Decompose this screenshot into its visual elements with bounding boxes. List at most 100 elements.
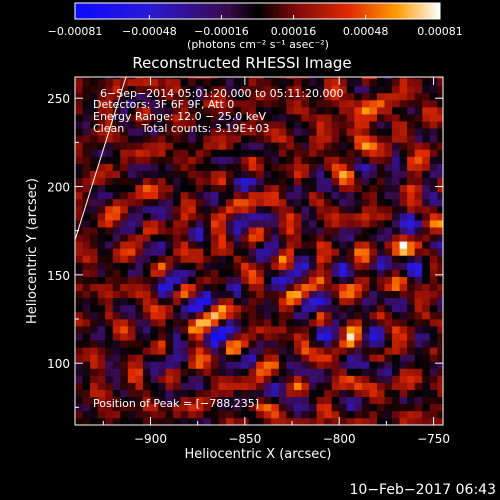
heatmap-cell bbox=[188, 128, 197, 136]
heatmap-cell bbox=[180, 184, 189, 193]
heatmap-cell bbox=[414, 177, 423, 186]
heatmap-cell bbox=[97, 220, 106, 228]
heatmap-cell bbox=[120, 396, 129, 405]
heatmap-cell bbox=[339, 326, 348, 334]
heatmap-cell bbox=[75, 304, 83, 313]
heatmap-cell bbox=[150, 170, 159, 178]
heatmap-cell bbox=[293, 417, 302, 425]
heatmap-cell bbox=[361, 163, 370, 171]
heatmap-cell bbox=[324, 135, 332, 143]
heatmap-cell bbox=[429, 163, 438, 171]
heatmap-cell bbox=[248, 156, 257, 164]
heatmap-cell bbox=[165, 128, 174, 136]
heatmap-cell bbox=[142, 361, 151, 369]
heatmap-cell bbox=[331, 121, 340, 129]
heatmap-cell bbox=[331, 170, 340, 178]
heatmap-cell bbox=[158, 78, 166, 87]
heatmap-cell bbox=[263, 135, 272, 143]
heatmap-cell bbox=[127, 326, 136, 334]
heatmap-cell bbox=[429, 354, 438, 362]
heatmap-cell bbox=[225, 114, 234, 122]
heatmap-cell bbox=[195, 255, 204, 263]
heatmap-cell bbox=[354, 297, 363, 306]
heatmap-cell bbox=[324, 389, 332, 398]
heatmap-cell bbox=[316, 156, 325, 164]
heatmap-cell bbox=[233, 255, 242, 263]
heatmap-cell bbox=[82, 241, 91, 249]
heatmap-cell bbox=[241, 121, 249, 129]
heatmap-cell bbox=[82, 184, 91, 193]
heatmap-cell bbox=[173, 276, 181, 284]
heatmap-cell bbox=[384, 347, 393, 355]
heatmap-cell bbox=[97, 191, 106, 200]
heatmap-cell bbox=[97, 340, 106, 348]
heatmap-cell bbox=[407, 382, 415, 390]
heatmap-cell bbox=[286, 269, 295, 277]
heatmap-cell bbox=[271, 170, 280, 178]
heatmap-cell bbox=[233, 149, 242, 157]
heatmap-cell bbox=[112, 135, 121, 143]
heatmap-cell bbox=[195, 227, 204, 235]
heatmap-cell bbox=[142, 77, 151, 80]
heatmap-cell bbox=[90, 220, 98, 228]
heatmap-cell bbox=[354, 347, 363, 355]
heatmap-cell bbox=[90, 389, 98, 398]
heatmap-cell bbox=[278, 354, 287, 362]
heatmap-cell bbox=[180, 78, 189, 87]
heatmap-cell bbox=[316, 382, 325, 390]
heatmap-cell bbox=[346, 333, 355, 341]
heatmap-cell bbox=[105, 375, 114, 383]
heatmap-cell bbox=[225, 205, 234, 214]
heatmap-cell bbox=[248, 410, 257, 419]
heatmap-cell bbox=[339, 142, 348, 150]
heatmap-cell bbox=[346, 276, 355, 284]
heatmap-cell bbox=[256, 410, 265, 419]
heatmap-cell bbox=[369, 333, 378, 341]
heatmap-cell bbox=[233, 227, 242, 235]
heatmap-cell bbox=[90, 163, 98, 171]
heatmap-cell bbox=[233, 184, 242, 193]
heatmap-cell bbox=[361, 205, 370, 214]
heatmap-cell bbox=[414, 375, 423, 383]
heatmap-cell bbox=[278, 107, 287, 115]
heatmap-cell bbox=[331, 107, 340, 115]
heatmap-cell bbox=[437, 410, 443, 419]
heatmap-cell bbox=[225, 149, 234, 157]
heatmap-cell bbox=[233, 156, 242, 164]
heatmap-cell bbox=[135, 417, 144, 425]
heatmap-cell bbox=[90, 241, 98, 249]
heatmap-cell bbox=[331, 227, 340, 235]
heatmap-cell bbox=[82, 107, 91, 115]
heatmap-cell bbox=[263, 347, 272, 355]
heatmap-cell bbox=[324, 142, 332, 150]
heatmap-cell bbox=[324, 149, 332, 157]
heatmap-cell bbox=[233, 354, 242, 362]
heatmap-cell bbox=[120, 114, 129, 122]
heatmap-cell bbox=[301, 361, 310, 369]
heatmap-cell bbox=[173, 213, 181, 221]
heatmap-cell bbox=[256, 121, 265, 129]
heatmap-cell bbox=[407, 311, 415, 320]
heatmap-cell bbox=[361, 276, 370, 284]
heatmap-cell bbox=[233, 375, 242, 383]
heatmap-cell bbox=[210, 156, 219, 164]
heatmap-cell bbox=[316, 375, 325, 383]
heatmap-cell bbox=[225, 198, 234, 207]
heatmap-cell bbox=[112, 389, 121, 398]
heatmap-cell bbox=[399, 311, 408, 320]
heatmap-cell bbox=[414, 114, 423, 122]
heatmap-cell bbox=[324, 290, 332, 299]
heatmap-cell bbox=[241, 396, 249, 405]
heatmap-cell bbox=[150, 375, 159, 383]
heatmap-cell bbox=[324, 177, 332, 186]
heatmap-cell bbox=[369, 205, 378, 214]
heatmap-cell bbox=[248, 354, 257, 362]
heatmap-cell bbox=[324, 382, 332, 390]
heatmap-cell bbox=[384, 248, 393, 256]
heatmap-cell bbox=[127, 389, 136, 398]
heatmap-cell bbox=[120, 177, 129, 186]
heatmap-cell bbox=[324, 163, 332, 171]
heatmap-cell bbox=[210, 227, 219, 235]
heatmap-cell bbox=[150, 417, 159, 425]
heatmap-cell bbox=[271, 191, 280, 200]
